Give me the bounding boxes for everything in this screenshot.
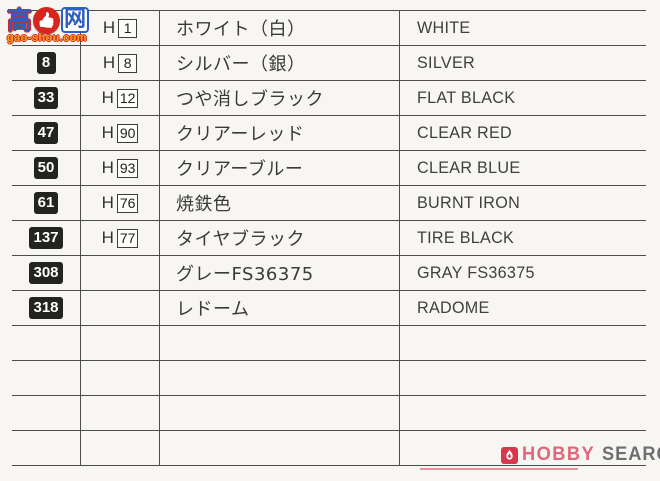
paint-number-badge: 8 [36, 52, 56, 74]
h-code-box: 90 [116, 123, 139, 143]
h-code-box: 93 [116, 158, 139, 178]
paint-name-jp: ホワイト（白） [159, 11, 399, 45]
h-code-cell: H 76 [80, 186, 159, 220]
paint-name-jp: クリアーブルー [159, 151, 399, 185]
h-code-prefix: H [101, 158, 114, 177]
gaoshou-watermark: 高 👍 网 gao-shou.com [7, 5, 90, 44]
paint-name-jp: レドーム [159, 291, 399, 325]
paint-row: 308 グレーFS36375 GRAY FS36375 [12, 256, 646, 291]
hobbysearch-word-search: SEARCH [602, 444, 660, 465]
h-code-box: 12 [116, 88, 139, 108]
empty-row [12, 396, 646, 431]
h-code-cell: H 93 [80, 151, 159, 185]
paint-row: 47 H 90 クリアーレッド CLEAR RED [12, 116, 646, 151]
paint-number-cell: 33 [12, 81, 80, 115]
thumbs-up-icon: 👍 [33, 6, 61, 34]
flame-icon [501, 446, 518, 464]
paint-number-badge: 61 [33, 192, 59, 214]
h-code-box: 1 [118, 18, 138, 38]
paint-name-jp: 焼鉄色 [159, 186, 399, 220]
paint-row: 318 レドーム RADOME [12, 291, 646, 326]
paint-number-badge: 33 [33, 87, 59, 109]
hobbysearch-underline [420, 468, 578, 470]
hobbysearch-word-hobby: HOBBY [522, 444, 596, 465]
paint-row: 50 H 93 クリアーブルー CLEAR BLUE [12, 151, 646, 186]
paint-name-en: SILVER [417, 53, 475, 72]
paint-number-cell: 8 [12, 46, 80, 80]
paint-row: 61 H 76 焼鉄色 BURNT IRON [12, 186, 646, 221]
paint-number-cell: 308 [12, 256, 80, 290]
h-code-cell: H 90 [80, 116, 159, 150]
gaoshou-logo: 高 👍 网 [7, 5, 90, 35]
paint-name-en: CLEAR RED [417, 123, 513, 142]
paint-name-en: FLAT BLACK [417, 88, 516, 107]
paint-number-badge: 137 [29, 227, 63, 249]
hobbysearch-watermark: HOBBY SEARCH [501, 444, 660, 466]
h-code-box: 8 [118, 53, 138, 73]
paint-row: 33 H 12 つや消しブラック FLAT BLACK [12, 81, 646, 116]
paint-name-en: TIRE BLACK [417, 228, 515, 247]
paint-name-jp: シルバー（銀） [159, 46, 399, 80]
h-code-cell [80, 256, 159, 290]
h-code-cell: H 8 [80, 46, 159, 80]
h-code-prefix: H [102, 53, 116, 72]
paint-number-badge: 318 [29, 297, 63, 319]
empty-row [12, 326, 646, 361]
gaoshou-char-right: 网 [61, 7, 90, 33]
h-code-cell: H 77 [80, 221, 159, 255]
paint-row: H 1 ホワイト（白） WHITE [12, 11, 646, 46]
paint-name-en: RADOME [417, 298, 490, 317]
paint-row: 137 H 77 タイヤブラック TIRE BLACK [12, 221, 646, 256]
h-code-prefix: H [101, 228, 114, 247]
empty-row [12, 361, 646, 396]
paint-name-en: WHITE [417, 18, 471, 37]
paint-number-badge: 47 [33, 122, 59, 144]
paint-name-jp: つや消しブラック [159, 81, 399, 115]
paint-name-en: GRAY FS36375 [417, 263, 535, 282]
paint-name-en: BURNT IRON [417, 193, 521, 212]
paint-number-badge: 50 [33, 157, 59, 179]
h-code-box: 76 [116, 193, 139, 213]
empty-row [12, 431, 646, 466]
h-code-cell: H 12 [80, 81, 159, 115]
paint-name-en: CLEAR BLUE [417, 158, 521, 177]
h-code-prefix: H [101, 193, 114, 212]
paint-name-jp: グレーFS36375 [159, 256, 399, 290]
paint-number-cell: 137 [12, 221, 80, 255]
h-code-prefix: H [102, 18, 116, 37]
gaoshou-domain-text: gao-shou.com [7, 32, 87, 44]
paint-number-badge: 308 [29, 262, 63, 284]
paint-number-cell: 61 [12, 186, 80, 220]
h-code-cell [80, 291, 159, 325]
h-code-prefix: H [101, 123, 114, 142]
paint-row: 8 H 8 シルバー（銀） SILVER [12, 46, 646, 81]
h-code-prefix: H [101, 88, 114, 107]
paint-number-cell: 318 [12, 291, 80, 325]
paint-name-jp: クリアーレッド [159, 116, 399, 150]
paint-number-cell: 50 [12, 151, 80, 185]
paint-table: H 1 ホワイト（白） WHITE 8 H 8 シルバー（銀） SILVER 3… [12, 10, 646, 466]
paint-name-jp: タイヤブラック [159, 221, 399, 255]
gaoshou-char-left: 高 [7, 5, 33, 35]
h-code-cell: H 1 [80, 11, 159, 45]
h-code-box: 77 [116, 228, 139, 248]
paint-number-cell: 47 [12, 116, 80, 150]
